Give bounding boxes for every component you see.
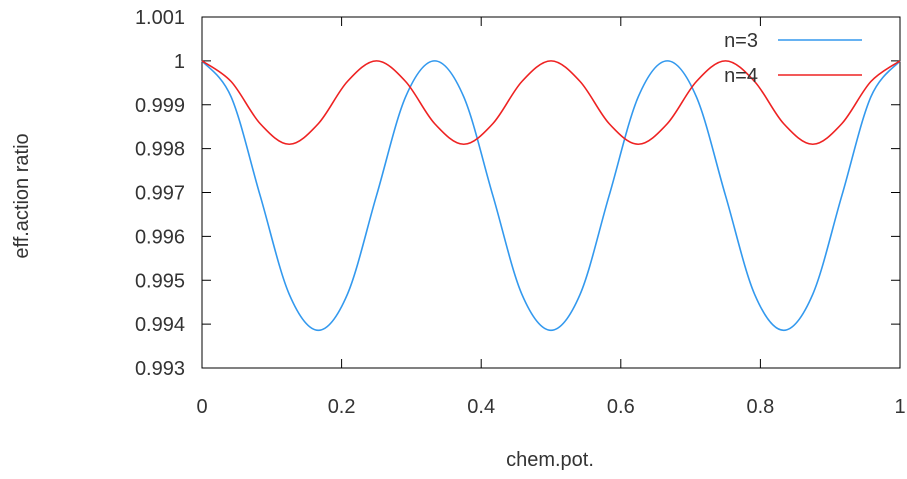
plot-border <box>201 16 901 369</box>
y-tick-label: 0.997 <box>135 183 185 205</box>
x-axis-title: chem.pot. <box>506 449 594 471</box>
x-tick-label: 0.2 <box>328 396 356 418</box>
y-axis-ticks: 0.993 0.994 0.995 0.996 0.997 0.998 0.999 1 1.00… <box>135 7 900 380</box>
y-tick-label: 1 <box>174 51 185 73</box>
legend-label: n=4 <box>724 65 758 87</box>
y-tick-label: 0.996 <box>135 226 185 248</box>
legend-label: n=3 <box>724 30 758 52</box>
x-tick-label: 0 <box>196 396 207 418</box>
x-tick-label: 0.4 <box>467 396 495 418</box>
x-tick-label: 1 <box>894 396 905 418</box>
series-line-n-3 <box>201 60 901 332</box>
y-tick-label: 0.993 <box>135 358 185 380</box>
y-tick-label: 0.995 <box>135 270 185 292</box>
y-tick-label: 1.001 <box>135 7 185 29</box>
series-line-n-4 <box>201 60 901 146</box>
y-tick-label: 0.994 <box>135 314 185 336</box>
x-tick-label: 0.6 <box>607 396 635 418</box>
x-axis-ticks: 0 0.2 0.4 0.6 0.8 1 <box>196 17 906 418</box>
plot-frame <box>201 16 901 369</box>
legend: n=3 n=4 <box>724 30 862 87</box>
y-tick-label: 0.998 <box>135 139 185 161</box>
series-lines <box>201 60 901 332</box>
y-axis-title: eff.action ratio <box>11 133 33 258</box>
x-tick-label: 0.8 <box>746 396 774 418</box>
y-tick-label: 0.999 <box>135 95 185 117</box>
